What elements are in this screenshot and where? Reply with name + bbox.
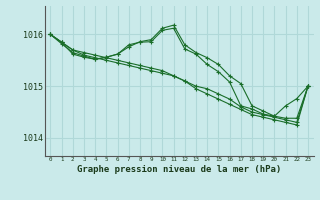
- X-axis label: Graphe pression niveau de la mer (hPa): Graphe pression niveau de la mer (hPa): [77, 165, 281, 174]
